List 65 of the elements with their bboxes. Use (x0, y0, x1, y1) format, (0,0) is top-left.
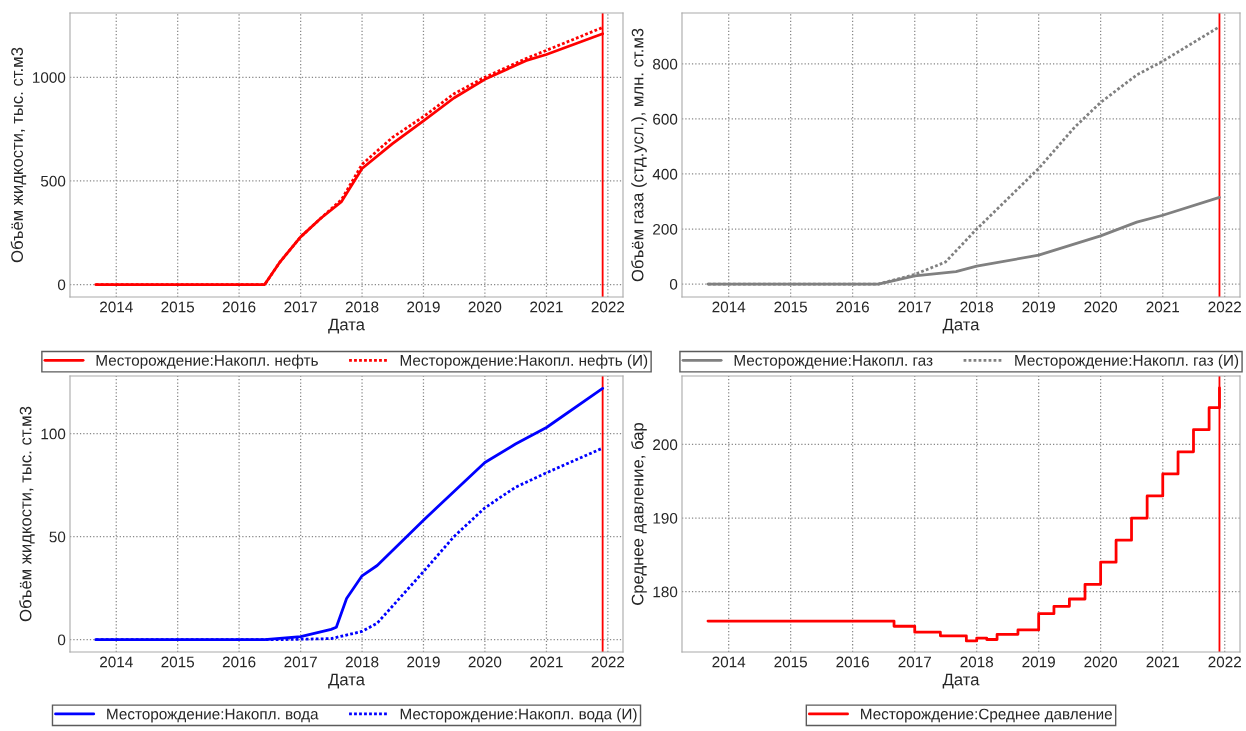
x-tick-label: 2015 (774, 656, 807, 668)
x-tick-label: 2022 (591, 656, 625, 668)
legend-label: Месторождение:Накопл. нефть (И) (400, 354, 648, 369)
x-tick-label: 2018 (960, 656, 994, 668)
x-tick-label: 2017 (284, 301, 317, 313)
x-tick-label: 2021 (1146, 301, 1180, 313)
x-tick-label: 2021 (1146, 656, 1180, 668)
legend-label: Месторождение:Накопл. вода (107, 708, 319, 723)
x-tick-label: 2018 (960, 301, 994, 313)
x-tick-label: 2015 (161, 301, 195, 313)
y-tick-label: 0 (57, 634, 66, 646)
legend-label: Месторождение:Среднее давление (861, 708, 1112, 723)
x-tick-label: 2022 (1208, 656, 1241, 668)
x-tick-label: 2020 (1084, 656, 1118, 668)
y-axis-title: Среднее давление, бар (631, 422, 647, 605)
x-tick-label: 2014 (100, 301, 133, 313)
y-tick-label: 600 (653, 113, 678, 125)
x-axis-title: Дата (942, 318, 980, 334)
x-tick-label: 2021 (530, 656, 563, 668)
x-tick-label: 2020 (468, 656, 502, 668)
y-tick-label: 200 (653, 439, 678, 451)
y-tick-label: 800 (653, 58, 678, 70)
x-tick-label: 2019 (1022, 656, 1055, 668)
x-tick-label: 2016 (222, 301, 256, 313)
x-tick-label: 2015 (161, 656, 195, 668)
x-tick-label: 2020 (1084, 301, 1118, 313)
x-tick-label: 2018 (345, 301, 379, 313)
x-axis-title: Дата (328, 673, 365, 689)
x-tick-label: 2016 (836, 301, 869, 313)
x-tick-label: 2016 (222, 656, 256, 668)
y-tick-label: 0 (57, 279, 66, 291)
x-tick-label: 2019 (407, 656, 440, 668)
y-axis-title: Объём газа (стд.усл.), млн. ст.м3 (631, 28, 647, 282)
x-tick-label: 2017 (898, 301, 931, 313)
x-axis-title: Дата (328, 318, 365, 334)
y-tick-label: 200 (653, 223, 678, 235)
x-axis-title: Дата (942, 673, 980, 689)
x-tick-label: 2022 (1208, 301, 1241, 313)
y-tick-label: 180 (653, 586, 678, 598)
y-tick-label: 190 (653, 512, 678, 524)
x-tick-label: 2016 (836, 656, 869, 668)
x-tick-label: 2014 (100, 656, 133, 668)
legend-label: Месторождение:Накопл. газ (734, 355, 933, 369)
legend-label: Месторождение:Накопл. газ (И) (1015, 354, 1239, 369)
x-tick-label: 2017 (284, 656, 317, 668)
x-tick-label: 2021 (530, 301, 563, 313)
y-axis-title: Объём жидкости, тыс. ст.м3 (19, 406, 35, 622)
x-tick-label: 2022 (591, 301, 625, 313)
y-tick-label: 1000 (33, 72, 66, 83)
y-tick-label: 500 (40, 175, 66, 187)
y-tick-label: 100 (41, 428, 66, 440)
legend-label: Месторождение:Накопл. нефть (96, 354, 318, 369)
y-tick-label: 400 (652, 168, 678, 180)
x-tick-label: 2020 (468, 301, 502, 313)
x-tick-label: 2017 (898, 656, 931, 668)
x-tick-label: 2018 (345, 656, 379, 668)
legend-label: Месторождение:Накопл. вода (И) (400, 708, 637, 723)
y-tick-label: 50 (49, 531, 66, 543)
y-tick-label: 0 (669, 278, 678, 290)
x-tick-label: 2014 (712, 301, 746, 313)
y-axis-title: Объём жидкости, тыс. ст.м3 (10, 47, 27, 263)
x-tick-label: 2015 (774, 301, 807, 313)
x-tick-label: 2019 (1022, 301, 1055, 313)
x-tick-label: 2019 (407, 301, 440, 313)
x-tick-label: 2014 (712, 656, 746, 668)
